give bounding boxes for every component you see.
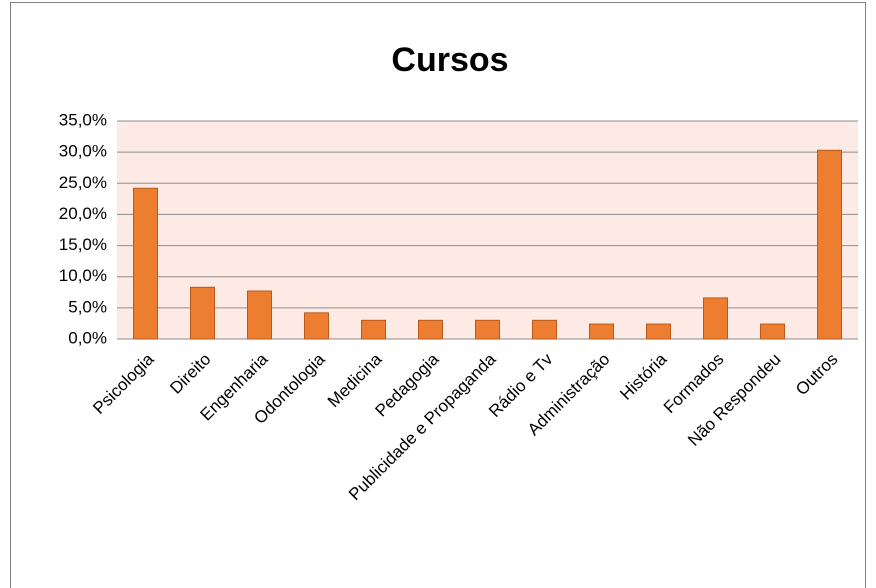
- plot-area: [117, 121, 858, 339]
- bar: [646, 323, 671, 340]
- bar: [532, 319, 557, 340]
- bar: [361, 319, 386, 340]
- chart-title: Cursos: [391, 41, 508, 79]
- y-tick-label: 15,0%: [59, 235, 107, 254]
- bar: [703, 297, 728, 340]
- y-tick-label: 10,0%: [59, 266, 107, 285]
- bar: [247, 290, 272, 340]
- bar: [418, 319, 443, 340]
- bar: [190, 286, 215, 340]
- y-tick-label: 25,0%: [59, 173, 107, 192]
- bar: [760, 323, 785, 340]
- bar: [133, 187, 158, 340]
- bar: [589, 323, 614, 340]
- bar: [304, 312, 329, 340]
- y-tick-label: 30,0%: [59, 142, 107, 161]
- bar: [817, 149, 842, 340]
- y-tick-label: 20,0%: [59, 204, 107, 223]
- bar: [475, 319, 500, 340]
- y-tick-label: 5,0%: [68, 297, 107, 316]
- y-tick-label: 0,0%: [68, 328, 107, 347]
- y-tick-label: 35,0%: [59, 110, 107, 129]
